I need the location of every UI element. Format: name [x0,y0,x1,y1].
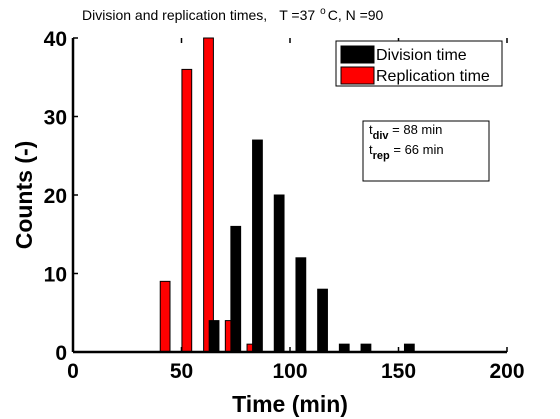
division-bar [231,226,241,352]
replication-bar [204,38,214,352]
chart-title: Division and replication times, T =37 o C, … [82,6,384,23]
legend-label-division: Division time [376,47,467,64]
division-bar [274,195,284,352]
x-tick-label: 200 [489,360,524,383]
x-tick-label: 150 [381,360,416,383]
y-tick-label: 30 [44,107,67,130]
y-tick-label: 40 [44,28,67,51]
x-tick-label: 100 [272,360,307,383]
y-tick-label: 0 [55,342,67,365]
division-bar [318,289,328,352]
legend-swatch-division [341,46,374,63]
y-axis-label: Counts (-) [11,141,37,250]
division-bar [209,321,219,352]
y-tick-label: 10 [44,264,67,287]
division-bar [296,258,306,352]
replication-bar [182,69,192,352]
x-axis-label: Time (min) [232,391,348,417]
division-bar [253,140,263,352]
x-tick-label: 50 [170,360,193,383]
legend-label-replication: Replication time [376,68,490,85]
x-tick-label: 0 [67,360,79,383]
annotation-box: tdiv = 88 min trep = 66 min [363,121,489,181]
legend: Division time Replication time [336,41,502,86]
replication-bar [160,281,170,352]
legend-swatch-replication [341,67,374,84]
y-tick-label: 20 [44,185,67,208]
